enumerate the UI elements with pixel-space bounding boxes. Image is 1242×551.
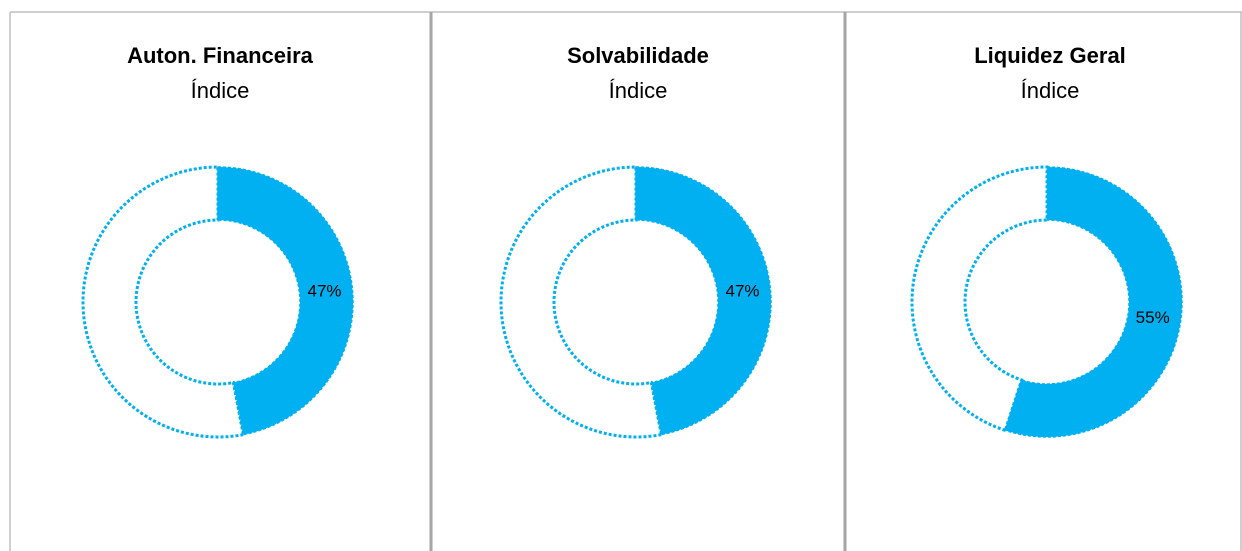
chart-title: Liquidez Geral: [974, 43, 1126, 68]
chart-subtitle: Índice: [191, 78, 250, 103]
chart-title: Auton. Financeira: [127, 43, 314, 68]
donut-segment: [499, 165, 664, 439]
donut-segment: [217, 166, 354, 436]
donut-segment: [81, 165, 246, 439]
donut-segment: [1004, 166, 1183, 438]
data-label: 47%: [726, 281, 760, 300]
chart-title: Solvabilidade: [567, 43, 709, 68]
data-label: 47%: [308, 281, 342, 300]
chart-subtitle: Índice: [1021, 78, 1080, 103]
donut-segment: [635, 166, 772, 436]
donut-segment: [910, 165, 1049, 433]
chart-subtitle: Índice: [609, 78, 668, 103]
data-label: 55%: [1136, 308, 1170, 327]
